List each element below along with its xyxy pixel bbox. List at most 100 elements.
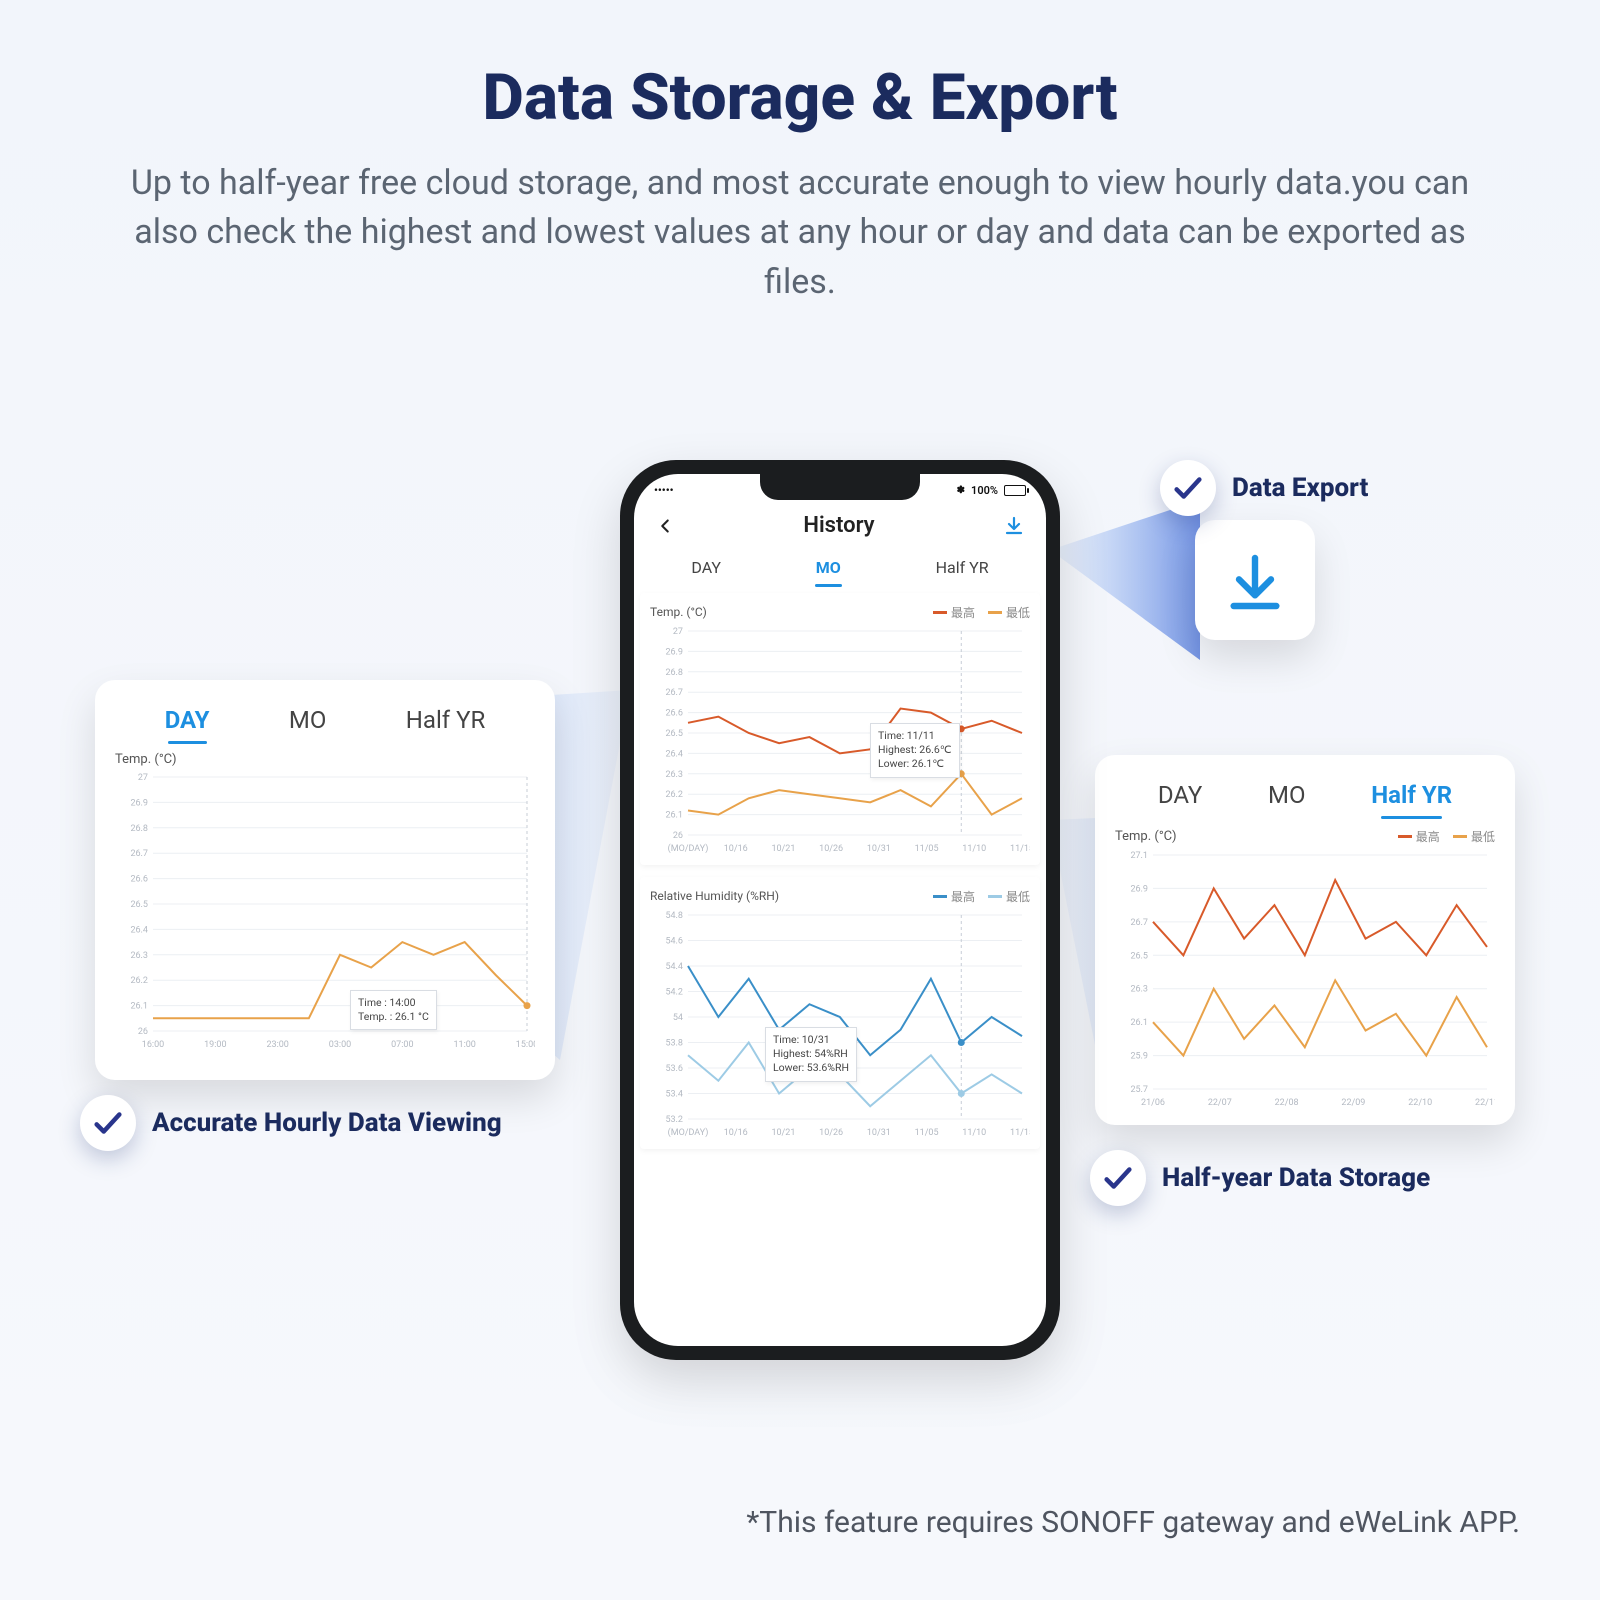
svg-text:07:00: 07:00 bbox=[391, 1040, 413, 1050]
screen-title: History bbox=[803, 513, 874, 538]
svg-text:15:00: 15:00 bbox=[516, 1040, 535, 1050]
svg-text:25.7: 25.7 bbox=[1130, 1085, 1148, 1095]
svg-text:16:00: 16:00 bbox=[142, 1040, 164, 1050]
svg-text:26.8: 26.8 bbox=[130, 824, 148, 834]
svg-text:23:00: 23:00 bbox=[266, 1040, 288, 1050]
check-icon bbox=[1160, 460, 1216, 516]
svg-text:27: 27 bbox=[138, 773, 148, 783]
svg-text:26.9: 26.9 bbox=[130, 798, 148, 808]
halfyr-chart: 25.725.926.126.326.526.726.927.121/0622/… bbox=[1115, 849, 1495, 1109]
svg-text:11:00: 11:00 bbox=[453, 1040, 475, 1050]
svg-text:03:00: 03:00 bbox=[329, 1040, 351, 1050]
svg-text:26.1: 26.1 bbox=[665, 811, 683, 821]
svg-text:22/08: 22/08 bbox=[1275, 1098, 1299, 1108]
legend-high: 最高 bbox=[1416, 828, 1440, 845]
svg-text:11/10: 11/10 bbox=[962, 1128, 986, 1138]
page-title: Data Storage & Export bbox=[0, 0, 1600, 135]
phone-mockup: ••••• ✽ 100% History DAY MO Half YR Te bbox=[620, 460, 1060, 1360]
svg-text:26.3: 26.3 bbox=[1130, 985, 1148, 995]
tab-halfyr[interactable]: Half YR bbox=[396, 698, 496, 742]
svg-text:10/31: 10/31 bbox=[867, 1128, 891, 1138]
svg-text:26.4: 26.4 bbox=[665, 749, 683, 759]
svg-text:11/15: 11/15 bbox=[1010, 1128, 1030, 1138]
svg-text:(MO/DAY): (MO/DAY) bbox=[668, 1127, 709, 1138]
svg-text:21/06: 21/06 bbox=[1141, 1098, 1165, 1108]
svg-text:26.8: 26.8 bbox=[665, 668, 683, 678]
svg-text:26.9: 26.9 bbox=[1130, 884, 1148, 894]
svg-text:26.3: 26.3 bbox=[665, 770, 683, 780]
legend-low: 最低 bbox=[1006, 888, 1030, 905]
day-chart: 2626.126.226.326.426.526.626.726.826.927… bbox=[115, 771, 535, 1051]
download-icon[interactable] bbox=[1002, 514, 1026, 538]
svg-text:53.2: 53.2 bbox=[665, 1115, 683, 1125]
svg-text:10/21: 10/21 bbox=[771, 844, 795, 854]
svg-text:26.2: 26.2 bbox=[665, 790, 683, 800]
humid-title: Relative Humidity (%RH) bbox=[650, 889, 779, 903]
legend-low: 最低 bbox=[1006, 604, 1030, 621]
battery-icon bbox=[1004, 485, 1026, 496]
svg-text:(MO/DAY): (MO/DAY) bbox=[668, 843, 709, 854]
svg-text:22/07: 22/07 bbox=[1208, 1098, 1232, 1108]
svg-text:26.6: 26.6 bbox=[665, 709, 683, 719]
halfyear-label: Half-year Data Storage bbox=[1162, 1163, 1430, 1193]
hourly-label: Accurate Hourly Data Viewing bbox=[152, 1108, 502, 1138]
svg-text:26.7: 26.7 bbox=[1130, 918, 1148, 928]
export-label: Data Export bbox=[1232, 473, 1368, 503]
svg-text:26.4: 26.4 bbox=[130, 925, 148, 935]
back-icon[interactable] bbox=[654, 515, 676, 537]
svg-text:11/05: 11/05 bbox=[915, 1128, 939, 1138]
svg-text:10/16: 10/16 bbox=[724, 1128, 748, 1138]
tab-mo[interactable]: MO bbox=[806, 550, 851, 585]
svg-text:26.5: 26.5 bbox=[130, 900, 148, 910]
page-subtitle: Up to half-year free cloud storage, and … bbox=[110, 159, 1490, 307]
humid-chart: 53.253.453.653.85454.254.454.654.8(MO/DA… bbox=[650, 909, 1030, 1139]
export-callout: Data Export bbox=[1160, 460, 1368, 516]
svg-text:22/10: 22/10 bbox=[1408, 1098, 1432, 1108]
svg-text:26.3: 26.3 bbox=[130, 951, 148, 961]
svg-text:10/31: 10/31 bbox=[867, 844, 891, 854]
svg-text:22/09: 22/09 bbox=[1341, 1098, 1365, 1108]
svg-text:10/26: 10/26 bbox=[819, 1128, 843, 1138]
svg-text:10/21: 10/21 bbox=[771, 1128, 795, 1138]
legend-high: 最高 bbox=[951, 604, 975, 621]
svg-text:53.8: 53.8 bbox=[665, 1039, 683, 1049]
svg-text:26.5: 26.5 bbox=[1130, 951, 1148, 961]
svg-text:26: 26 bbox=[673, 831, 683, 841]
download-icon bbox=[1223, 550, 1287, 614]
tab-mo[interactable]: MO bbox=[279, 698, 336, 742]
footnote: *This feature requires SONOFF gateway an… bbox=[746, 1505, 1520, 1540]
check-icon bbox=[1090, 1150, 1146, 1206]
range-tabs: DAY MO Half YR bbox=[115, 698, 535, 742]
hourly-callout: Accurate Hourly Data Viewing bbox=[80, 1095, 502, 1151]
temp-title: Temp. (°C) bbox=[1115, 829, 1177, 844]
tab-halfyr[interactable]: Half YR bbox=[1361, 773, 1462, 817]
halfyear-callout: Half-year Data Storage bbox=[1090, 1150, 1430, 1206]
svg-text:54: 54 bbox=[673, 1013, 683, 1023]
svg-text:54.4: 54.4 bbox=[665, 962, 683, 972]
range-tabs: DAY MO Half YR bbox=[1115, 773, 1495, 817]
tab-day[interactable]: DAY bbox=[155, 698, 220, 742]
temp-chart: 2626.126.226.326.426.526.626.726.826.927… bbox=[650, 625, 1030, 855]
svg-text:25.9: 25.9 bbox=[1130, 1052, 1148, 1062]
tab-halfyr[interactable]: Half YR bbox=[926, 550, 999, 585]
svg-text:26.7: 26.7 bbox=[130, 849, 148, 859]
tab-day[interactable]: DAY bbox=[681, 550, 731, 585]
legend-low: 最低 bbox=[1471, 828, 1495, 845]
range-tabs: DAY MO Half YR bbox=[634, 542, 1046, 585]
svg-text:26.2: 26.2 bbox=[130, 976, 148, 986]
humidity-panel: Relative Humidity (%RH) 最高 最低 53.253.453… bbox=[640, 877, 1040, 1149]
svg-text:19:00: 19:00 bbox=[204, 1040, 226, 1050]
svg-text:11/05: 11/05 bbox=[915, 844, 939, 854]
svg-text:11/15: 11/15 bbox=[1010, 844, 1030, 854]
svg-text:22/11: 22/11 bbox=[1475, 1098, 1495, 1108]
svg-text:26.9: 26.9 bbox=[665, 647, 683, 657]
tab-mo[interactable]: MO bbox=[1258, 773, 1315, 817]
svg-text:54.2: 54.2 bbox=[665, 988, 683, 998]
halfyr-card: DAY MO Half YR Temp. (°C) 最高 最低 25.7 25.9… bbox=[1095, 755, 1515, 1125]
svg-text:54.6: 54.6 bbox=[665, 937, 683, 947]
temp-title: Temp. (°C) bbox=[650, 605, 707, 619]
svg-text:26: 26 bbox=[138, 1027, 148, 1037]
temp-tooltip: Time: 11/11 Highest: 26.6℃ Lower: 26.1℃ bbox=[870, 723, 960, 778]
tab-day[interactable]: DAY bbox=[1148, 773, 1212, 817]
temp-title: Temp. (°C) bbox=[115, 752, 177, 767]
